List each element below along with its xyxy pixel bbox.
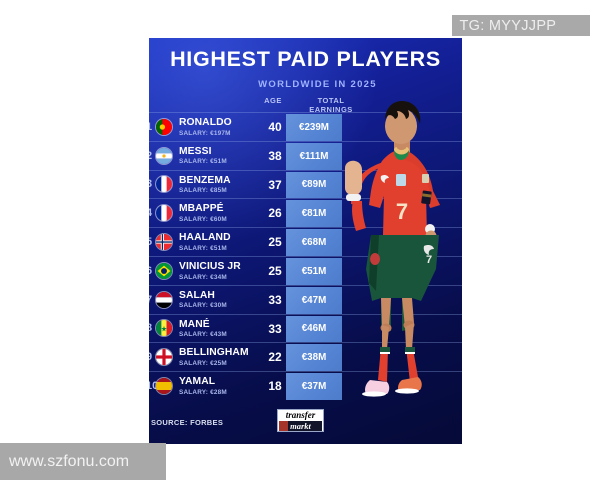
- svg-text:7: 7: [426, 254, 432, 266]
- svg-text:7: 7: [396, 199, 408, 224]
